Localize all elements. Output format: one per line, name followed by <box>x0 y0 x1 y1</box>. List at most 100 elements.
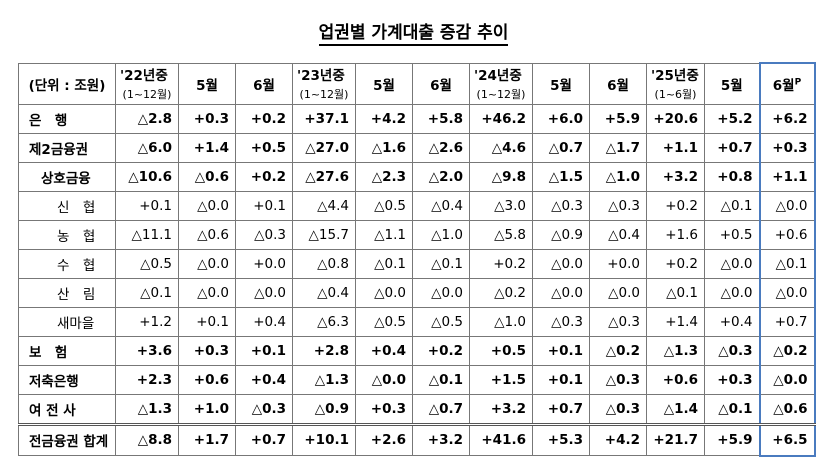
cell: +0.1 <box>532 335 590 366</box>
cell: △0.1 <box>412 248 470 279</box>
cell: +1.5 <box>469 364 533 395</box>
cell: △27.6 <box>292 161 356 192</box>
cell: △0.7 <box>412 393 470 425</box>
cell: △2.0 <box>412 161 470 192</box>
cell: +0.3 <box>758 132 816 163</box>
cell: +1.2 <box>115 306 179 337</box>
cell: △0.2 <box>469 277 533 308</box>
cell: +0.4 <box>235 364 293 395</box>
cell: △1.3 <box>646 335 705 366</box>
cell: △1.0 <box>469 306 533 337</box>
cell: △0.4 <box>589 219 647 250</box>
cell: △0.0 <box>532 277 590 308</box>
cell: +0.3 <box>355 393 413 425</box>
cell: △0.3 <box>589 393 647 425</box>
cell: +3.2 <box>412 422 470 456</box>
cell: +21.7 <box>646 422 705 456</box>
cell: △1.6 <box>355 132 413 163</box>
cell: △10.6 <box>115 161 179 192</box>
cell: △0.3 <box>532 306 590 337</box>
cell: +20.6 <box>646 103 705 134</box>
cell: △2.3 <box>355 161 413 192</box>
prelim-mark: P <box>794 77 802 88</box>
cell: +0.6 <box>178 364 236 395</box>
table-row: 농 협 △11.1 △0.6 △0.3 △15.7 △1.1 △1.0 △5.8 △0.9 △0.… <box>18 219 816 250</box>
cell: +0.0 <box>235 248 293 279</box>
cell: +1.1 <box>646 132 705 163</box>
cell: △1.1 <box>355 219 413 250</box>
cell: △0.0 <box>355 364 413 395</box>
cell: △0.5 <box>355 190 413 221</box>
cell: △27.0 <box>292 132 356 163</box>
cell: △0.6 <box>178 219 236 250</box>
cell: △0.0 <box>758 190 816 221</box>
month-label: 6월P <box>758 62 816 105</box>
cell: △3.0 <box>469 190 533 221</box>
cell: +0.7 <box>758 306 816 337</box>
month-label: 5월 <box>532 62 590 105</box>
row-label: 제2금융권 <box>18 132 116 163</box>
cell: △0.2 <box>758 335 816 366</box>
table-row: 제2금융권 △6.0 +1.4 +0.5 △27.0 △1.6 △2.6 △4.6 △0.7 △1… <box>18 132 816 163</box>
table-row: 저축은행 +2.3 +0.6 +0.4 △1.3 △0.0 △0.1 +1.5 +0.1 △0.3… <box>18 364 816 395</box>
cell: △0.0 <box>758 277 816 308</box>
cell: +1.4 <box>178 132 236 163</box>
row-label: 산 림 <box>18 277 116 308</box>
cell: △1.5 <box>532 161 590 192</box>
cell: △0.1 <box>115 277 179 308</box>
cell: +0.7 <box>235 422 293 456</box>
cell: +0.2 <box>235 103 293 134</box>
cell: +0.8 <box>704 161 760 192</box>
cell: +4.2 <box>355 103 413 134</box>
cell: +1.0 <box>178 393 236 425</box>
cell: △0.3 <box>589 190 647 221</box>
cell: △11.1 <box>115 219 179 250</box>
cell: △1.0 <box>589 161 647 192</box>
cell: +6.2 <box>758 103 816 134</box>
cell: △0.5 <box>115 248 179 279</box>
cell: △0.3 <box>235 393 293 425</box>
row-label: 수 협 <box>18 248 116 279</box>
cell: △0.6 <box>758 393 816 425</box>
cell: +0.5 <box>469 335 533 366</box>
cell: +41.6 <box>469 422 533 456</box>
month-text: 5월 <box>373 77 395 94</box>
cell: △0.0 <box>178 190 236 221</box>
cell: +0.1 <box>235 190 293 221</box>
table-row: 여 전 사 △1.3 +1.0 △0.3 △0.9 +0.3 △0.7 +3.2 +0.7 △0.… <box>18 393 816 425</box>
month-label: 5월 <box>178 62 236 105</box>
month-label: 6월 <box>589 62 647 105</box>
cell: +0.1 <box>532 364 590 395</box>
cell: +0.3 <box>178 103 236 134</box>
period-label: (1~12월) <box>292 83 356 105</box>
month-label: 6월 <box>412 62 470 105</box>
cell: △0.5 <box>355 306 413 337</box>
month-text: 6월 <box>253 77 275 94</box>
row-label: 신 협 <box>18 190 116 221</box>
cell: +0.5 <box>235 132 293 163</box>
cell: △9.8 <box>469 161 533 192</box>
table-row: 전금융권 합계 △8.8 +1.7 +0.7 +10.1 +2.6 +3.2 +41.6 +5.… <box>18 422 816 457</box>
cell: △5.8 <box>469 219 533 250</box>
cell: +1.1 <box>758 161 816 192</box>
table-row: 새마을 +1.2 +0.1 +0.4 △6.3 △0.5 △0.5 △1.0 △0.3 △0.3 +… <box>18 306 816 337</box>
cell: △0.7 <box>532 132 590 163</box>
cell: △4.4 <box>292 190 356 221</box>
cell: △0.3 <box>235 219 293 250</box>
cell: △0.9 <box>292 393 356 425</box>
cell: △15.7 <box>292 219 356 250</box>
cell: +5.8 <box>412 103 470 134</box>
cell: +2.6 <box>355 422 413 456</box>
cell: △2.8 <box>115 103 179 134</box>
month-label: 6월 <box>235 62 293 105</box>
row-label: 상호금융 <box>18 161 116 192</box>
cell: +0.2 <box>646 190 705 221</box>
cell: +1.4 <box>646 306 705 337</box>
cell: △0.4 <box>412 190 470 221</box>
cell: +1.7 <box>178 422 236 456</box>
table-row: 상호금융 △10.6 △0.6 +0.2 △27.6 △2.3 △2.0 △9.8 △1.5 △1… <box>18 161 816 192</box>
month-label: 5월 <box>704 62 760 105</box>
cell: +1.6 <box>646 219 705 250</box>
cell: +3.2 <box>469 393 533 425</box>
cell: +0.5 <box>704 219 760 250</box>
